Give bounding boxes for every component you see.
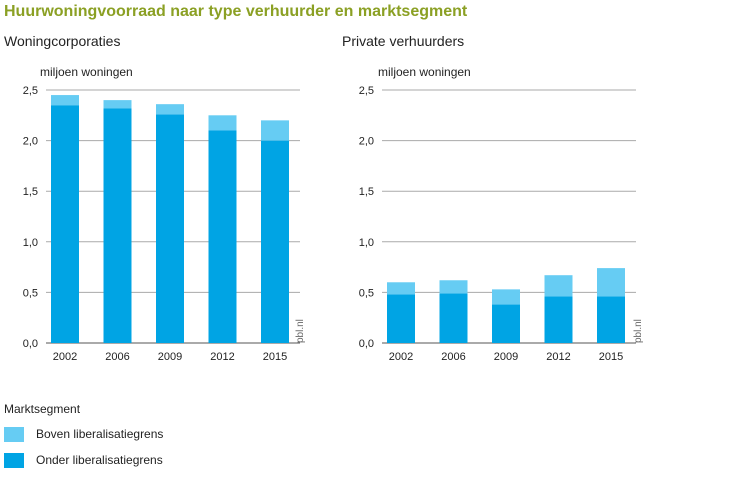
y-tick-label: 2,5: [23, 85, 38, 97]
bar-onder-2009: [492, 304, 520, 343]
legend-title: Marktsegment: [4, 402, 81, 416]
x-tick-label: 2009: [494, 351, 518, 363]
x-tick-label: 2009: [158, 351, 182, 363]
legend-swatch-onder: [4, 452, 24, 468]
legend: Marktsegment Boven liberalisatiegrens On…: [4, 402, 163, 477]
bar-boven-2015: [597, 268, 625, 297]
legend-item-onder: Onder liberalisatiegrens: [4, 451, 163, 469]
source-label: pbl.nl: [633, 319, 644, 343]
y-tick-label: 1,0: [23, 237, 38, 249]
x-tick-label: 2012: [546, 351, 570, 363]
chart-title: Huurwoningvoorraad naar type verhuurder …: [4, 3, 468, 20]
x-tick-label: 2006: [105, 351, 129, 363]
bar-onder-2012: [208, 130, 237, 343]
y-axis-label: miljoen woningen: [378, 65, 471, 79]
x-tick-label: 2002: [389, 351, 413, 363]
y-tick-label: 0,0: [23, 338, 38, 350]
legend-label-onder: Onder liberalisatiegrens: [36, 453, 163, 467]
bar-boven-2015: [261, 120, 289, 141]
legend-item-boven: Boven liberalisatiegrens: [4, 425, 163, 443]
bar-boven-2012: [544, 275, 573, 297]
bar-boven-2009: [156, 104, 184, 115]
x-tick-label: 2006: [441, 351, 465, 363]
y-tick-label: 0,5: [359, 287, 374, 299]
x-tick-label: 2015: [599, 351, 623, 363]
y-tick-label: 2,0: [23, 136, 38, 148]
bar-charts: miljoen woningen 0,0 0,5 1,0 1,5 2,0 2,5 2002 20…: [23, 65, 644, 363]
bar-onder-2002: [387, 294, 415, 343]
y-tick-label: 2,0: [359, 136, 374, 148]
bar-boven-2012: [208, 115, 237, 131]
bar-boven-2006: [439, 280, 468, 294]
bar-onder-2012: [544, 296, 573, 343]
y-tick-label: 1,5: [23, 186, 38, 198]
bar-onder-2009: [156, 114, 184, 344]
y-tick-label: 1,5: [359, 186, 374, 198]
y-tick-label: 2,5: [359, 85, 374, 97]
bar-boven-2009: [492, 289, 520, 305]
bar-onder-2002: [51, 105, 79, 344]
legend-swatch-boven: [4, 426, 24, 442]
bar-onder-2015: [261, 140, 289, 343]
panel-title-private-verhuurders: Private verhuurders: [342, 33, 465, 49]
y-axis-label: miljoen woningen: [40, 65, 133, 79]
bar-boven-2002: [51, 95, 79, 106]
bar-onder-2006: [103, 108, 132, 343]
legend-label-boven: Boven liberalisatiegrens: [36, 427, 164, 441]
bar-boven-2006: [103, 100, 132, 109]
y-tick-label: 1,0: [359, 237, 374, 249]
x-tick-label: 2015: [263, 351, 287, 363]
x-tick-label: 2002: [53, 351, 77, 363]
bar-boven-2002: [387, 282, 415, 295]
bar-onder-2015: [597, 296, 625, 343]
x-tick-label: 2012: [210, 351, 234, 363]
y-tick-label: 0,0: [359, 338, 374, 350]
panel-title-woningcorporaties: Woningcorporaties: [4, 33, 121, 49]
bar-onder-2006: [439, 293, 468, 343]
source-label: pbl.nl: [295, 319, 306, 343]
y-tick-label: 0,5: [23, 287, 38, 299]
